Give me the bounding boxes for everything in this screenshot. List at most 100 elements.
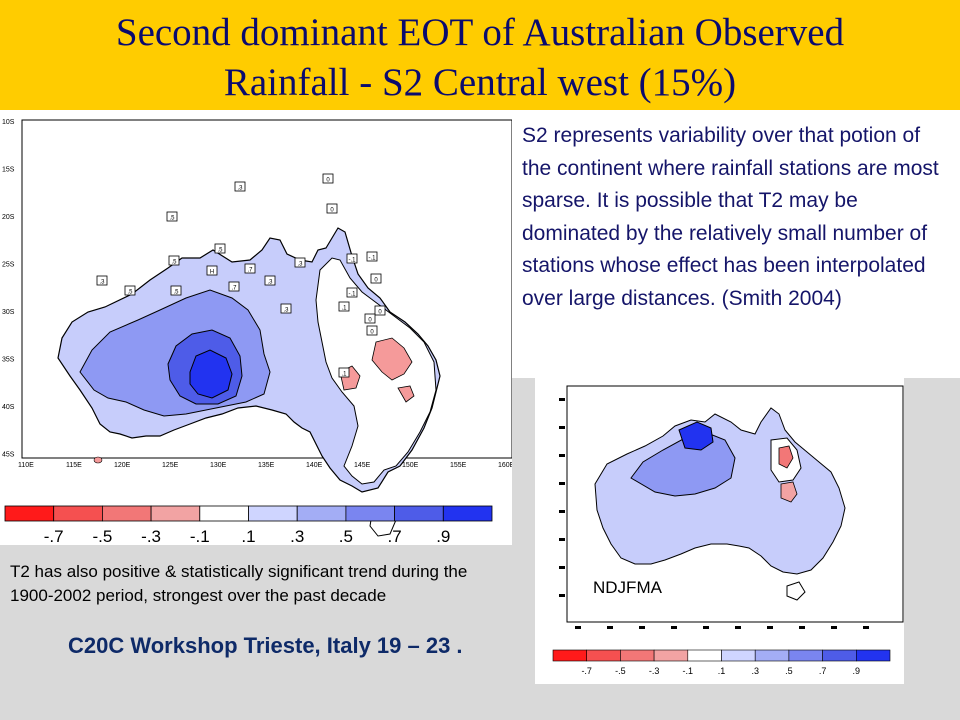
negative-region-4 [93, 456, 103, 464]
colorbar-label: -.3 [141, 527, 161, 545]
right-lat-ticks [559, 398, 565, 597]
colorbar-swatch [53, 505, 103, 522]
lat-label: 30S [2, 309, 15, 316]
contour-label: .3 [294, 257, 306, 268]
title-banner [0, 0, 960, 110]
contour-label: .3 [280, 303, 292, 314]
title-line-1: Second dominant EOT of Australian Observ… [115, 11, 845, 54]
lat-label: 25S [2, 262, 15, 269]
colorbar-swatch [586, 649, 621, 662]
colorbar-label: -.1 [683, 666, 694, 676]
contour-label: 0 [326, 203, 338, 214]
contour-label: 0 [366, 325, 378, 336]
colorbar-label: .3 [751, 666, 759, 676]
lat-label: 10S [2, 119, 15, 126]
lat-label: 40S [2, 404, 15, 411]
negative-region-3 [397, 385, 415, 403]
lat-label: 35S [2, 357, 15, 364]
svg-text:.3: .3 [99, 280, 105, 286]
right-colorbar: -.7 -.5 -.3 -.1 .1 .3 .5 .7 .9 [552, 649, 891, 676]
lon-label: 135E [258, 462, 275, 469]
colorbar-swatch [855, 649, 891, 662]
svg-text:H: H [210, 270, 214, 276]
lat-label: 20S [2, 214, 15, 221]
contour-label: .5 [170, 285, 182, 296]
description-text: S2 represents variability over that poti… [522, 124, 939, 310]
svg-text:.5: .5 [171, 260, 177, 266]
svg-text:0: 0 [378, 310, 382, 316]
contour-label: .7 [244, 263, 256, 274]
lon-label: 125E [162, 462, 179, 469]
colorbar-label: .5 [785, 666, 793, 676]
contour-label: .5 [168, 255, 180, 266]
right-negative-region-2 [780, 481, 798, 503]
svg-text:.7: .7 [231, 286, 237, 292]
svg-text:.3: .3 [237, 186, 243, 192]
footer-text: C20C Workshop Trieste, Italy 19 – 23 . [68, 633, 463, 658]
svg-text:.5: .5 [173, 290, 179, 296]
svg-text:.7: .7 [247, 268, 253, 274]
colorbar-swatch [199, 505, 249, 522]
right-contour-09 [678, 421, 714, 451]
lon-label: 140E [306, 462, 323, 469]
colorbar-swatch [4, 505, 55, 522]
colorbar-label: .1 [718, 666, 726, 676]
colorbar-swatch [296, 505, 347, 522]
svg-text:0: 0 [370, 330, 374, 336]
lon-label: 115E [66, 462, 82, 469]
lon-label: 130E [210, 462, 227, 469]
lat-label: 45S [2, 452, 15, 459]
contour-09 [189, 349, 233, 399]
colorbar-label: .9 [853, 666, 861, 676]
colorbar-swatch [721, 649, 756, 662]
colorbar-label: -.5 [615, 666, 626, 676]
colorbar-swatch [552, 649, 588, 662]
contour-label: 0 [322, 173, 334, 184]
contour-label: .5 [124, 285, 136, 296]
svg-text:.5: .5 [169, 216, 175, 222]
colorbar-label: .5 [339, 527, 353, 545]
season-label: NDJFMA [593, 578, 662, 597]
lon-label: 155E [450, 462, 467, 469]
contour-label: .3 [96, 275, 108, 286]
svg-text:0: 0 [374, 278, 378, 284]
colorbar-label: -.5 [92, 527, 112, 545]
lon-label: 120E [114, 462, 131, 469]
longitude-labels: 110E 115E 120E 125E 130E 135E 140E 145E 150E 155E… [18, 462, 515, 469]
lon-label: 160E [498, 462, 512, 469]
latitude-labels: 10S 15S 20S 25S 30S 35S 40S 45S [2, 119, 15, 459]
east-low-region [315, 257, 437, 485]
svg-text:0: 0 [368, 318, 372, 324]
svg-text:.3: .3 [267, 280, 273, 286]
right-map-panel: -.7 -.5 -.3 -.1 .1 .3 .5 .7 .9 [535, 378, 904, 684]
colorbar-label: .1 [241, 527, 255, 545]
colorbar-label: -.3 [649, 666, 660, 676]
colorbar-swatch [620, 649, 655, 662]
colorbar-swatch [788, 649, 823, 662]
colorbar-label: -.1 [190, 527, 210, 545]
colorbar-swatch [345, 505, 395, 522]
svg-text:.3: .3 [283, 308, 289, 314]
left-map-panel: .3.5.5.3.5.7.7.5.3.3.3.5 0 0 0 0 0 0 -.1.1.1 -.1… [0, 110, 515, 546]
svg-text:0: 0 [330, 208, 334, 214]
contour-label: 0 [370, 273, 382, 284]
negative-region-1 [371, 337, 413, 381]
lon-label: 110E [18, 462, 34, 469]
right-negative-region [778, 445, 794, 469]
svg-text:.5: .5 [217, 248, 223, 254]
lon-label: 145E [354, 462, 371, 469]
svg-text:.5: .5 [127, 290, 133, 296]
title-line-2: Rainfall - S2 Central west (15%) [223, 61, 737, 104]
contour-label: -.1 [366, 251, 378, 262]
contour-label: 0 [374, 305, 386, 316]
description-box [512, 110, 960, 378]
contour-label: .3 [264, 275, 276, 286]
colorbar-swatch [653, 649, 689, 662]
colorbar-swatch [150, 505, 201, 522]
colorbar-swatch [754, 649, 790, 662]
contour-label: .5 [166, 211, 178, 222]
lat-label: 15S [2, 167, 15, 174]
lon-label: 150E [402, 462, 419, 469]
left-colorbar: -.7 -.5 -.3 -.1 .1 .3 .5 .7 .9 [4, 505, 493, 546]
colorbar-label: -.7 [581, 666, 592, 676]
